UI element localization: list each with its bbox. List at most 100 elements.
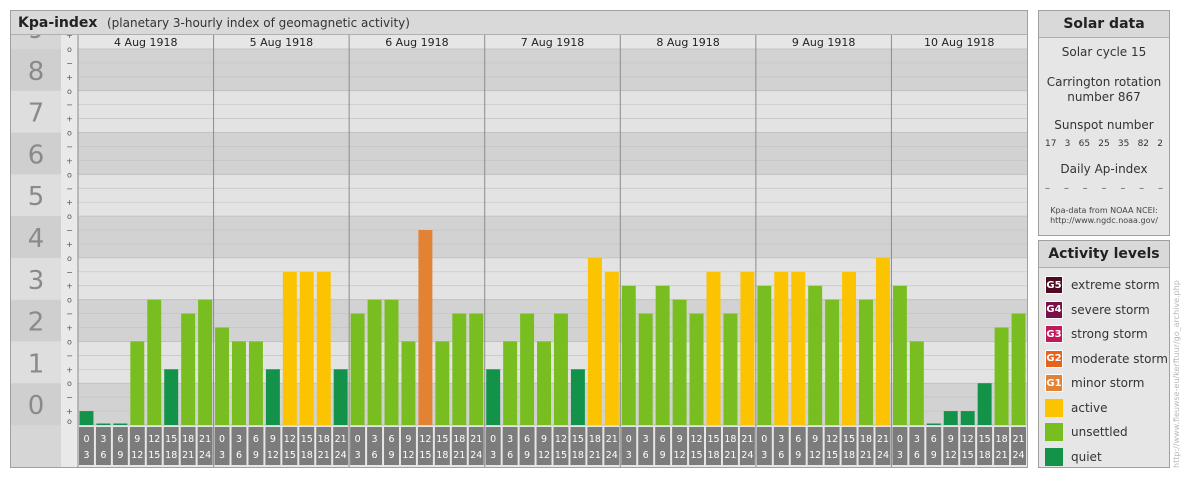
interval-end-label: 6: [236, 450, 242, 461]
legend-item: unsettled: [1039, 420, 1169, 445]
interval-box: [689, 427, 705, 465]
kp-bar: [469, 313, 484, 425]
y-axis-band: [11, 383, 61, 425]
legend-swatch: [1045, 398, 1063, 417]
kp-bar: [570, 369, 585, 425]
sub-tick-mark: o: [67, 417, 72, 426]
kp-bar: [842, 271, 857, 425]
y-axis-band: [11, 49, 61, 91]
interval-box: [1011, 427, 1026, 465]
kp-bar: [164, 369, 179, 425]
interval-end-label: 12: [809, 450, 821, 461]
kpa-bar-chart: 0123456789o+−o+−o+−o+−o+−o+−o+−o+−o+−o+4…: [11, 35, 1027, 467]
chart-header: Kpa-index (planetary 3-hourly index of g…: [11, 11, 1027, 35]
kp-bar: [723, 313, 738, 425]
source-note-1: Kpa-data from NOAA NCEI:: [1050, 206, 1158, 215]
y-tick-label: 7: [28, 99, 45, 129]
interval-end-label: 3: [355, 450, 361, 461]
sunspot-value: 65: [1078, 139, 1091, 149]
interval-box: [519, 427, 535, 465]
legend-item: G1 minor storm: [1039, 371, 1169, 396]
ap-value: –: [1139, 183, 1145, 194]
interval-box: [333, 427, 349, 465]
interval-end-label: 6: [507, 450, 513, 461]
interval-box: [977, 427, 993, 465]
sub-tick-mark: +: [66, 198, 73, 207]
legend-swatch: G1: [1045, 374, 1063, 393]
interval-start-label: 3: [236, 434, 242, 445]
activity-levels-title: Activity levels: [1039, 241, 1169, 268]
legend-swatch: [1045, 447, 1063, 466]
interval-box: [672, 427, 688, 465]
sunspot-value: 82: [1137, 139, 1150, 149]
ap-value: –: [1082, 183, 1088, 194]
interval-start-label: 6: [253, 434, 259, 445]
interval-start-label: 15: [707, 434, 719, 445]
kp-bar: [774, 271, 789, 425]
interval-box: [841, 427, 857, 465]
y-tick-label: 5: [28, 182, 45, 212]
watermark-url: http://www.fieuwse-eu/kerftuur/go_archiv…: [1172, 280, 1181, 468]
kp-bar: [367, 299, 382, 425]
legend-item: G2 moderate storm: [1039, 347, 1169, 372]
interval-end-label: 21: [589, 450, 601, 461]
interval-box: [824, 427, 840, 465]
interval-start-label: 0: [83, 434, 89, 445]
interval-end-label: 18: [707, 450, 719, 461]
interval-start-label: 0: [490, 434, 496, 445]
interval-box: [146, 427, 162, 465]
kp-bar: [706, 271, 721, 425]
interval-box: [892, 427, 908, 465]
sub-tick-column: [61, 35, 78, 467]
y-tick-label: 8: [28, 57, 45, 87]
legend-label: active: [1071, 400, 1108, 415]
legend-swatch: G4: [1045, 300, 1063, 319]
interval-end-label: 12: [402, 450, 414, 461]
kp-bar: [520, 313, 535, 425]
source-note-2: http://www.ngdc.noaa.gov/: [1050, 216, 1158, 225]
kp-bar: [486, 369, 501, 425]
sub-tick-mark: −: [66, 59, 73, 68]
interval-end-label: 15: [826, 450, 838, 461]
kp-bar: [825, 299, 840, 425]
kp-bar: [130, 341, 145, 425]
grid-band: [78, 132, 1027, 175]
interval-box: [570, 427, 586, 465]
sub-tick-mark: −: [66, 310, 73, 319]
interval-end-label: 9: [795, 450, 801, 461]
day-label: 5 Aug 1918: [250, 36, 313, 49]
ap-value: –: [1157, 183, 1163, 194]
day-label: 8 Aug 1918: [656, 36, 719, 49]
interval-box: [909, 427, 925, 465]
activity-levels-panel: Activity levels G5 extreme storm G4 severe …: [1038, 240, 1170, 468]
interval-start-label: 18: [724, 434, 736, 445]
y-tick-label: 4: [28, 224, 45, 254]
interval-box: [960, 427, 976, 465]
daily-ap-label: Daily Ap-index: [1060, 162, 1148, 176]
solar-data-panel: Solar data Solar cycle 15 Carrington rot…: [1038, 10, 1170, 236]
sub-tick-mark: +: [66, 35, 73, 40]
legend-label: strong storm: [1071, 327, 1148, 342]
interval-start-label: 21: [335, 434, 347, 445]
legend-label: severe storm: [1071, 302, 1150, 317]
kp-bar: [875, 257, 890, 425]
interval-box: [316, 427, 332, 465]
interval-end-label: 15: [690, 450, 702, 461]
interval-start-label: 3: [914, 434, 920, 445]
grid-band: [78, 216, 1027, 258]
interval-start-label: 15: [843, 434, 855, 445]
kp-bar: [384, 299, 399, 425]
sunspot-value: 17: [1045, 139, 1057, 149]
sub-tick-mark: +: [66, 407, 73, 416]
interval-start-label: 21: [199, 434, 211, 445]
kp-bar: [909, 341, 924, 425]
interval-end-label: 6: [914, 450, 920, 461]
sunspot-label: Sunspot number: [1054, 118, 1154, 132]
interval-start-label: 15: [436, 434, 448, 445]
interval-box: [451, 427, 467, 465]
interval-start-label: 15: [301, 434, 313, 445]
sub-tick-mark: +: [66, 282, 73, 291]
sub-tick-mark: −: [66, 351, 73, 360]
y-tick-label: 3: [28, 266, 45, 296]
interval-end-label: 21: [182, 450, 194, 461]
